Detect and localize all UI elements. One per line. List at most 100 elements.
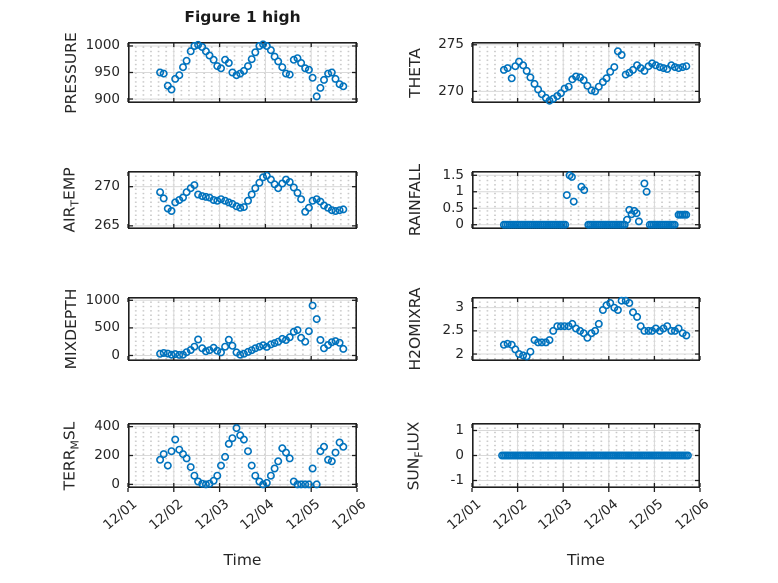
data-marker xyxy=(274,184,283,193)
data-marker xyxy=(549,326,558,335)
data-marker xyxy=(642,187,651,196)
data-marker xyxy=(194,335,203,344)
data-marker xyxy=(171,350,180,359)
data-marker xyxy=(556,322,565,331)
data-marker xyxy=(167,447,176,456)
data-marker xyxy=(285,70,294,79)
data-marker xyxy=(285,178,294,187)
data-marker xyxy=(503,339,512,348)
data-marker xyxy=(569,197,578,206)
data-marker xyxy=(232,424,241,433)
data-marker xyxy=(667,326,676,335)
data-marker xyxy=(297,58,306,67)
xlabel-time-left: Time xyxy=(223,551,262,569)
data-marker xyxy=(545,336,554,345)
y-tick-label: 1 xyxy=(455,183,464,200)
data-marker xyxy=(682,331,691,340)
data-marker xyxy=(190,181,199,190)
y-tick-label: 950 xyxy=(94,64,120,80)
y-tick-label: 200 xyxy=(94,447,120,463)
data-marker xyxy=(301,64,310,73)
air-temp-plot-area xyxy=(127,171,358,230)
data-marker xyxy=(209,195,218,204)
rainfall-axis-label: RAINFALL xyxy=(406,163,424,237)
data-marker xyxy=(312,480,321,489)
axes-border xyxy=(128,297,357,362)
data-marker xyxy=(324,69,333,78)
y-tick-label: 275 xyxy=(438,36,464,53)
y-tick-label: 0 xyxy=(111,475,120,492)
data-marker xyxy=(156,68,165,77)
data-marker xyxy=(224,439,233,448)
data-marker xyxy=(182,454,191,463)
data-marker xyxy=(579,76,588,85)
data-marker xyxy=(213,471,222,480)
data-marker xyxy=(259,341,268,350)
data-marker xyxy=(190,342,199,351)
data-marker xyxy=(175,71,184,80)
data-marker xyxy=(537,338,546,347)
subplot-terr-msl: 0 200 400 TERRMSL 12/01 12/02 12/03 12/04 12/05 1… xyxy=(60,418,369,533)
data-marker xyxy=(175,350,184,359)
data-marker xyxy=(316,83,325,92)
data-marker xyxy=(308,464,317,473)
subplot-rainfall: 0 0.5 1 1.5 RAINFALL xyxy=(406,164,701,236)
data-marker xyxy=(331,206,340,215)
y-tick-label: 2 xyxy=(455,345,464,362)
data-marker xyxy=(507,74,516,83)
y-tick-label: 0.5 xyxy=(442,199,464,216)
data-marker xyxy=(308,301,317,310)
rainfall-markers xyxy=(499,171,691,229)
data-marker xyxy=(278,334,287,343)
data-marker xyxy=(339,344,348,353)
data-marker xyxy=(217,195,226,204)
data-marker xyxy=(331,337,340,346)
data-marker xyxy=(312,315,321,324)
data-marker xyxy=(514,57,523,66)
data-marker xyxy=(178,63,187,72)
pressure-plot-area xyxy=(127,40,358,104)
data-marker xyxy=(201,192,210,201)
data-marker xyxy=(274,457,283,466)
theta-plot-area xyxy=(471,42,701,105)
data-marker xyxy=(186,47,195,56)
subplot-pressure: 900 950 1000 PRESSURE xyxy=(62,32,358,113)
data-marker xyxy=(247,55,256,64)
data-marker xyxy=(308,196,317,205)
data-marker xyxy=(209,55,218,64)
data-marker xyxy=(587,86,596,95)
data-marker xyxy=(335,206,344,215)
data-marker xyxy=(244,196,253,205)
data-marker xyxy=(580,186,589,195)
data-marker xyxy=(171,435,180,444)
y-tick-label: 1000 xyxy=(85,291,120,308)
data-marker xyxy=(583,81,592,90)
y-tick-label: 500 xyxy=(94,319,120,336)
data-marker xyxy=(228,341,237,350)
data-marker xyxy=(293,188,302,197)
data-marker xyxy=(297,195,306,204)
data-marker xyxy=(251,344,260,353)
data-marker xyxy=(163,349,172,358)
data-marker xyxy=(217,64,226,73)
data-marker xyxy=(221,196,230,205)
data-marker xyxy=(670,63,679,72)
data-marker xyxy=(564,82,573,91)
data-marker xyxy=(634,217,643,226)
axes-border xyxy=(128,423,357,489)
data-marker xyxy=(194,190,203,199)
data-marker xyxy=(327,338,336,347)
data-marker xyxy=(285,333,294,342)
data-marker xyxy=(629,65,638,74)
data-marker xyxy=(640,179,649,188)
data-marker xyxy=(327,68,336,77)
data-marker xyxy=(562,191,571,200)
data-marker xyxy=(301,480,310,489)
data-marker xyxy=(259,40,268,49)
data-marker xyxy=(339,205,348,214)
data-marker xyxy=(613,306,622,315)
subplot-theta: 270 275 THETA xyxy=(406,36,701,105)
data-marker xyxy=(301,207,310,216)
axes-border xyxy=(472,297,700,362)
